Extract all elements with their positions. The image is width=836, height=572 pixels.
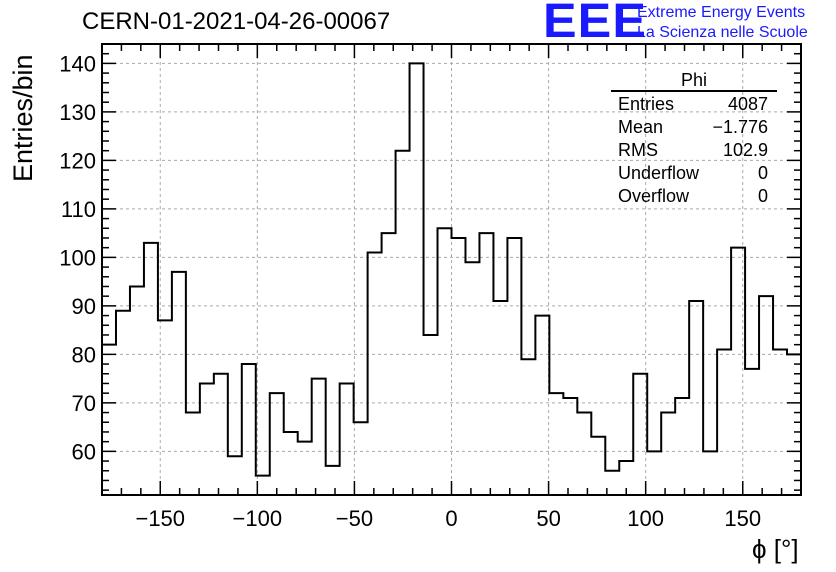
- eee-logo: EEE: [543, 0, 647, 48]
- stats-row-label: RMS: [618, 140, 658, 160]
- histogram-series: [102, 62, 801, 477]
- y-tick-label: 80: [72, 342, 96, 367]
- x-tick-label: −50: [336, 506, 373, 531]
- y-tick-label: 90: [72, 294, 96, 319]
- y-tick-label: 140: [59, 51, 96, 76]
- x-axis-label: ϕ [°]: [752, 534, 799, 564]
- x-tick-label: −150: [135, 506, 185, 531]
- stats-row-value: 0: [758, 163, 768, 183]
- stats-row-label: Overflow: [618, 186, 690, 206]
- stats-box-title: Phi: [681, 70, 707, 90]
- y-tick-label: 100: [59, 245, 96, 270]
- logo-caption-line2: La Scienza nelle Scuole: [637, 24, 808, 41]
- stats-row-value: 4087: [728, 94, 768, 114]
- x-tick-label: −100: [233, 506, 283, 531]
- stats-row-value: 0: [758, 186, 768, 206]
- x-tick-label: 150: [724, 506, 761, 531]
- y-tick-label: 120: [59, 148, 96, 173]
- y-tick-label: 130: [59, 100, 96, 125]
- stats-row-value: −1.776: [712, 117, 768, 137]
- x-tick-label: 0: [445, 506, 457, 531]
- y-tick-label: 60: [72, 439, 96, 464]
- chart-title: CERN-01-2021-04-26-00067: [82, 8, 391, 35]
- stats-row-label: Entries: [618, 94, 674, 114]
- stats-row-label: Mean: [618, 117, 663, 137]
- x-tick-label: 50: [536, 506, 560, 531]
- y-tick-label: 70: [72, 391, 96, 416]
- y-tick-label: 110: [61, 197, 96, 222]
- stats-row-label: Underflow: [618, 163, 700, 183]
- stats-row-value: 102.9: [723, 140, 768, 160]
- x-tick-label: 100: [627, 506, 664, 531]
- logo-caption-line1: Extreme Energy Events: [637, 4, 806, 21]
